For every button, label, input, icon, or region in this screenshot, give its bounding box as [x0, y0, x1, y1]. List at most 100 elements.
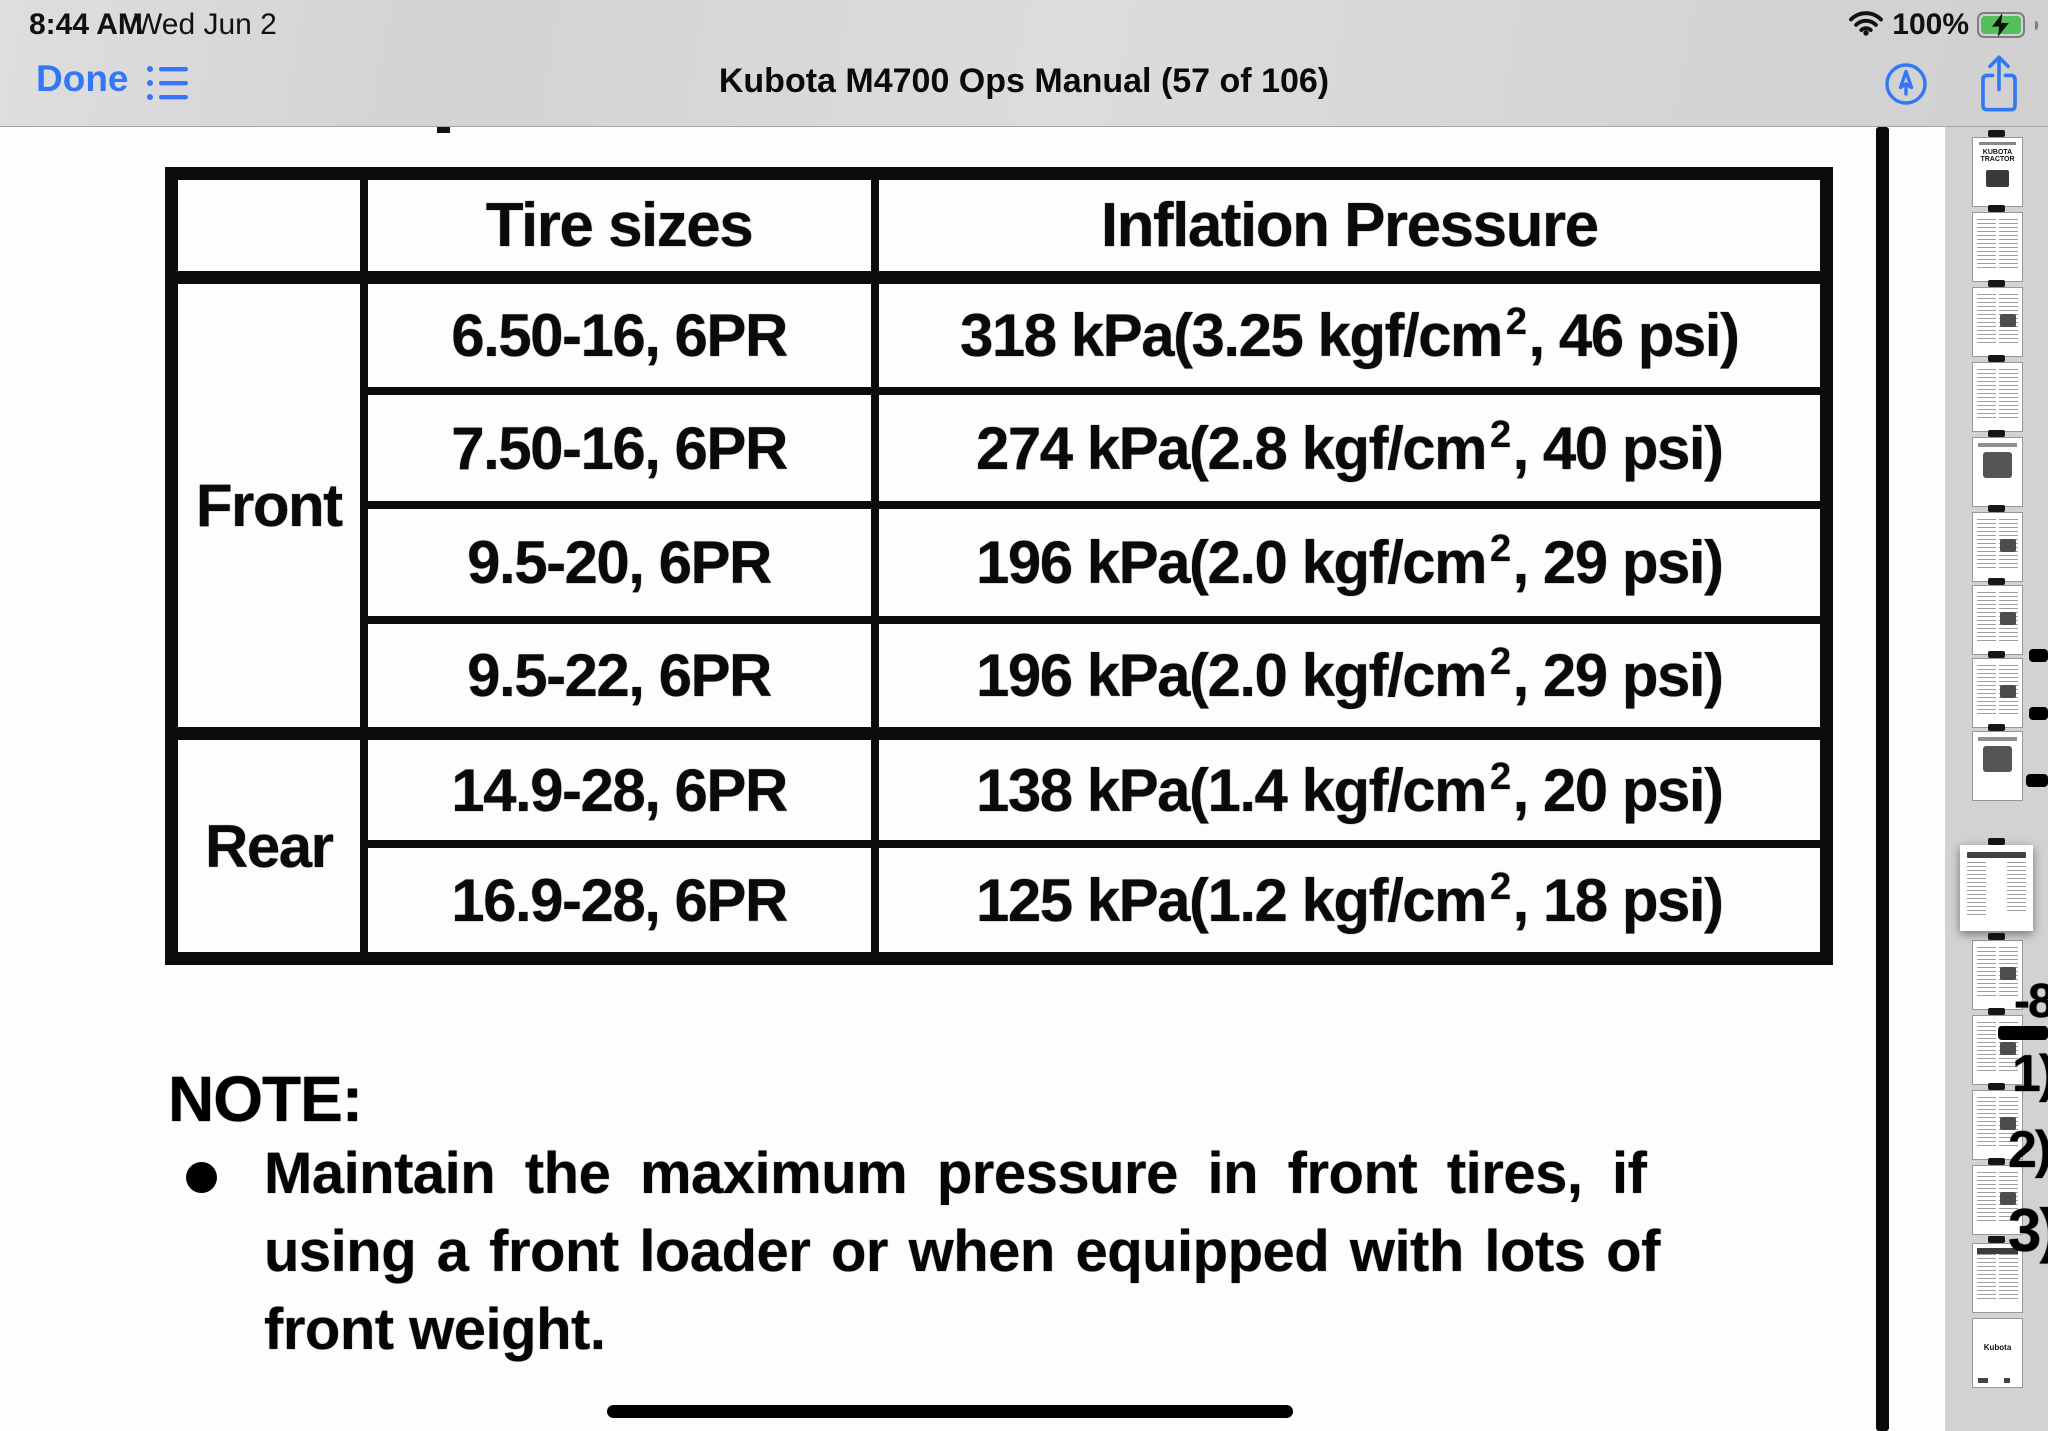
- page-thumbnail[interactable]: [1972, 437, 2023, 507]
- scan-edge-mark: [2029, 707, 2048, 720]
- page-thumbnail[interactable]: Kubota: [1972, 1318, 2023, 1388]
- page-thumbnail[interactable]: [1972, 1090, 2023, 1160]
- thumbnail-separator-mark: [1988, 1008, 2005, 1015]
- tire-size-cell: 6.50-16, 6PR: [359, 271, 879, 396]
- thumbnail-separator-mark: [1988, 1158, 2005, 1165]
- note-heading: NOTE:: [168, 1063, 363, 1135]
- pressure-superscript: 2: [1489, 755, 1511, 798]
- tire-pressure-table: Tire sizes Inflation Pressure Front 6.50…: [165, 167, 1833, 965]
- table-of-contents-button[interactable]: [146, 64, 190, 105]
- thumbnail-separator-mark: [1988, 355, 2005, 362]
- status-date: Wed Jun 2: [134, 8, 277, 41]
- pressure-cell: 196 kPa(2.0 kgf/cm 2, 29 psi): [870, 615, 1831, 738]
- page-thumbnail[interactable]: [1972, 512, 2023, 582]
- note-line: front weight.: [264, 1297, 606, 1362]
- note-bullet: [186, 1162, 217, 1193]
- table-row: Rear 14.9-28, 6PR 138 kPa(1.4 kgf/cm 2, 2…: [167, 727, 1831, 963]
- share-icon[interactable]: [1974, 53, 2024, 118]
- pressure-text: , 29 psi): [1512, 642, 1724, 709]
- pressure-superscript: 2: [1489, 413, 1511, 456]
- inflation-pressure-header: Inflation Pressure: [870, 169, 1831, 282]
- tire-size-cell: 16.9-28, 6PR: [359, 840, 879, 963]
- note-line: Maintain the maximum pressure in front t…: [264, 1141, 1647, 1206]
- thumbnail-separator-mark: [1988, 205, 2005, 212]
- pressure-superscript: 2: [1489, 641, 1511, 683]
- pressure-text: , 46 psi): [1528, 302, 1740, 370]
- thumbnail-separator-mark: [1988, 578, 2005, 585]
- pressure-superscript: 2: [1489, 527, 1511, 570]
- tire-size-cell: 9.5-20, 6PR: [359, 501, 879, 624]
- thumbnail-sidebar[interactable]: KUBOTA TRACTOR Kubota -8 1) 2) 3): [1945, 127, 2048, 1431]
- thumbnail-separator-mark: [1988, 1236, 2005, 1243]
- tire-size-cell: 9.5-22, 6PR: [359, 615, 879, 738]
- table-header-row: Tire sizes Inflation Pressure: [167, 169, 1831, 282]
- page-thumbnail-current[interactable]: [1960, 845, 2033, 931]
- thumbnail-separator-mark: [1988, 933, 2005, 940]
- page-border-scan-line: [1876, 127, 1889, 1431]
- page-thumbnail[interactable]: [1972, 731, 2023, 801]
- page-thumbnail[interactable]: [1972, 585, 2023, 655]
- pressure-text: 274 kPa(2.8 kgf/cm: [975, 414, 1487, 482]
- page-thumbnail[interactable]: [1972, 287, 2023, 357]
- thumbnail-separator-mark: [1988, 430, 2005, 437]
- table-row: 9.5-20, 6PR 196 kPa(2.0 kgf/cm 2, 29 psi): [172, 501, 1831, 624]
- document-title: Kubota M4700 Ops Manual (57 of 106): [718, 62, 1330, 100]
- pressure-text: 196 kPa(2.0 kgf/cm: [975, 642, 1487, 709]
- battery-percent: 100%: [1892, 8, 1969, 41]
- tire-size-cell: 14.9-28, 6PR: [359, 727, 879, 849]
- tire-size-cell: 7.50-16, 6PR: [359, 387, 879, 510]
- pressure-text: 138 kPa(1.4 kgf/cm: [975, 756, 1487, 824]
- pressure-text: , 20 psi): [1512, 756, 1724, 824]
- stray-scan-mark: [437, 124, 450, 133]
- thumbnail-separator-mark: [1988, 838, 2005, 845]
- rear-group-label: Rear: [167, 727, 368, 963]
- section-divider-line: [607, 1405, 1293, 1418]
- tire-sizes-header: Tire sizes: [359, 169, 879, 282]
- scan-edge-mark: 3): [2008, 1197, 2048, 1264]
- battery-tip: [2035, 20, 2038, 30]
- pressure-text: 318 kPa(3.25 kgf/cm: [960, 302, 1503, 370]
- pressure-superscript: 2: [1505, 301, 1527, 344]
- thumbnail-label: Kubota: [1983, 1343, 2012, 1352]
- done-button[interactable]: Done: [36, 58, 129, 99]
- scan-edge-mark: [1998, 1026, 2048, 1040]
- table-row: 16.9-28, 6PR 125 kPa(1.2 kgf/cm 2, 18 psi…: [172, 840, 1831, 963]
- note-line: using a front loader or when equipped wi…: [264, 1219, 1660, 1284]
- corner-cell: [167, 169, 368, 282]
- pressure-text: 196 kPa(2.0 kgf/cm: [975, 528, 1487, 596]
- pressure-text: 125 kPa(1.2 kgf/cm: [975, 866, 1487, 934]
- pressure-cell: 138 kPa(1.4 kgf/cm 2, 20 psi): [870, 727, 1831, 849]
- pressure-text: , 40 psi): [1512, 414, 1724, 482]
- pressure-superscript: 2: [1489, 865, 1511, 908]
- table-row: Front 6.50-16, 6PR 318 kPa(3.25 kgf/cm 2,…: [167, 271, 1831, 738]
- scan-edge-mark: [2029, 649, 2048, 662]
- scan-edge-mark: 2): [2008, 1121, 2048, 1179]
- pressure-cell: 125 kPa(1.2 kgf/cm 2, 18 psi): [870, 840, 1831, 963]
- markup-icon[interactable]: [1880, 58, 1932, 113]
- table-row: 7.50-16, 6PR 274 kPa(2.8 kgf/cm 2, 40 psi…: [172, 387, 1831, 510]
- navigation-bar: 8:44 AM Wed Jun 2 100% Done: [0, 0, 2048, 127]
- thumbnail-separator-mark: [1988, 724, 2005, 731]
- scan-edge-mark: -8: [2014, 975, 2048, 1028]
- pressure-text: , 18 psi): [1512, 866, 1724, 934]
- status-time: 8:44 AM: [29, 8, 143, 41]
- page-thumbnail[interactable]: [1972, 658, 2023, 728]
- thumbnail-separator-mark: [1988, 1083, 2005, 1090]
- wifi-icon: [1848, 9, 1884, 41]
- thumbnail-separator-mark: [1988, 280, 2005, 287]
- page-thumbnail[interactable]: KUBOTA TRACTOR: [1972, 137, 2023, 207]
- scan-edge-mark: [2026, 774, 2048, 787]
- page-thumbnail[interactable]: [1972, 1015, 2023, 1085]
- page-thumbnail[interactable]: [1972, 362, 2023, 432]
- thumbnail-separator-mark: [1988, 505, 2005, 512]
- thumbnail-label: KUBOTA TRACTOR: [1980, 149, 2015, 163]
- front-group-label: Front: [167, 271, 368, 738]
- pressure-text: , 29 psi): [1512, 528, 1724, 596]
- page-thumbnail[interactable]: [1972, 212, 2023, 282]
- thumbnail-separator-mark: [1988, 130, 2005, 137]
- page-thumbnail[interactable]: [1972, 1243, 2023, 1313]
- page-thumbnail[interactable]: [1972, 1165, 2023, 1235]
- page-thumbnail[interactable]: [1972, 940, 2023, 1010]
- thumbnail-separator-mark: [1988, 651, 2005, 658]
